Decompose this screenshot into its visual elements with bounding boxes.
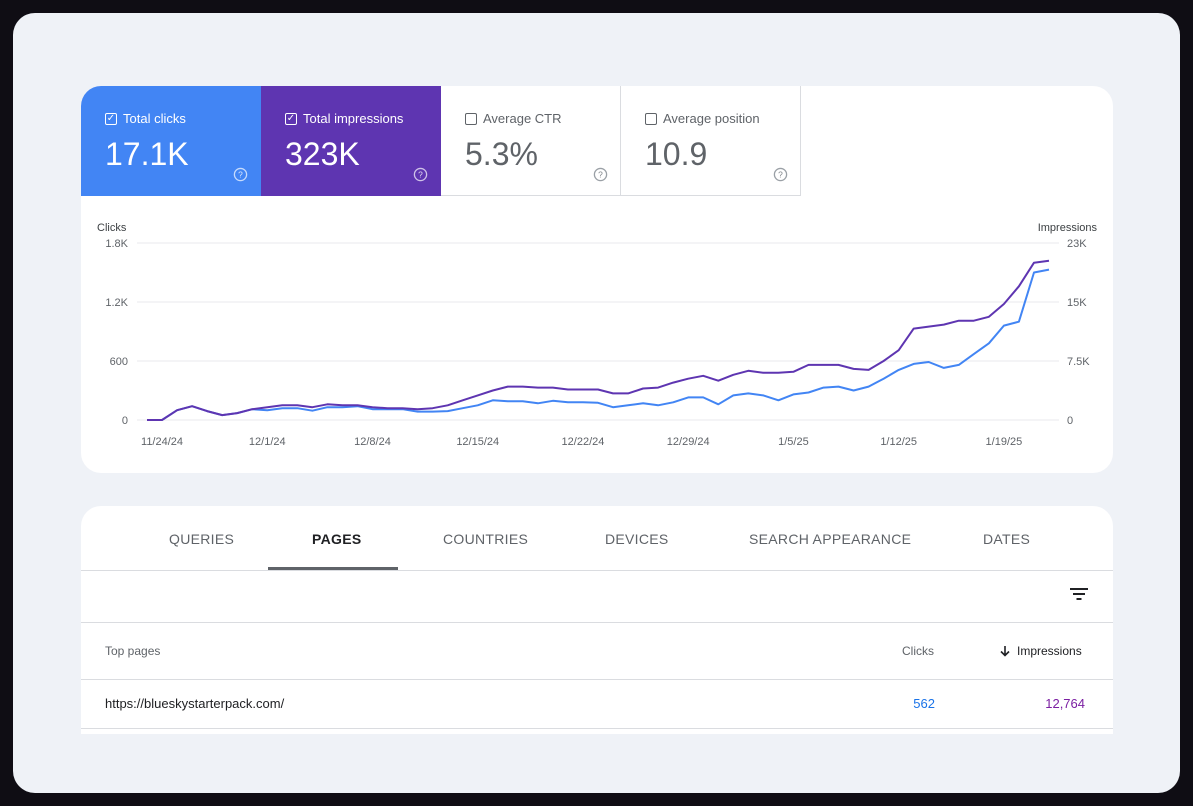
- divider: [81, 570, 1113, 571]
- performance-card: ✓ Total clicks 17.1K ? ✓ Total impressio…: [81, 86, 1113, 473]
- x-axis-tick: 12/29/24: [667, 436, 710, 448]
- arrow-down-icon: [1000, 646, 1010, 657]
- x-axis-tick: 12/22/24: [562, 436, 605, 448]
- help-circle-icon[interactable]: ?: [773, 167, 788, 182]
- divider: [81, 728, 1113, 729]
- divider: [81, 622, 1113, 623]
- checkbox-icon[interactable]: ✓: [105, 112, 117, 125]
- left-axis-title: Clicks: [97, 222, 127, 234]
- help-circle-icon[interactable]: ?: [593, 167, 608, 182]
- tab-queries[interactable]: QUERIES: [169, 531, 235, 547]
- x-axis-tick: 12/15/24: [456, 436, 499, 448]
- metric-value: 5.3%: [465, 136, 538, 172]
- left-axis-tick: 0: [122, 415, 128, 427]
- metric-label: Average position: [663, 111, 760, 126]
- checkbox-icon[interactable]: [645, 112, 657, 125]
- active-tab-indicator: [268, 567, 398, 570]
- tab-dates[interactable]: DATES: [983, 531, 1031, 547]
- x-axis-tick: 1/5/25: [778, 436, 809, 448]
- svg-text:?: ?: [418, 170, 423, 180]
- metric-label: Total clicks: [123, 111, 186, 126]
- right-axis-tick: 0: [1067, 415, 1073, 427]
- divider: [81, 679, 1113, 680]
- x-axis-tick: 1/19/25: [986, 436, 1023, 448]
- performance-line-chart: Clicks Impressions 1.8K 23K 1.2K 15K 600 7.5K 0 0…: [97, 222, 1098, 448]
- series-line-clicks: [147, 268, 1050, 421]
- tab-search-appearance[interactable]: SEARCH APPEARANCE: [749, 531, 912, 547]
- filter-icon[interactable]: [1069, 586, 1089, 602]
- checkbox-icon[interactable]: [465, 112, 477, 125]
- x-axis-tick: 12/1/24: [249, 436, 286, 448]
- right-axis-tick: 7.5K: [1067, 356, 1090, 368]
- table-row-impressions: 12,764: [1045, 696, 1085, 711]
- table-row-page-url[interactable]: https://blueskystarterpack.com/: [105, 696, 285, 711]
- right-axis-tick: 15K: [1067, 297, 1087, 309]
- right-axis-title: Impressions: [1038, 222, 1098, 234]
- table-row-clicks: 562: [913, 696, 935, 711]
- right-axis-tick: 23K: [1067, 238, 1087, 250]
- column-header-impressions[interactable]: Impressions: [999, 644, 1082, 658]
- x-axis-tick: 12/8/24: [354, 436, 391, 448]
- left-axis-tick: 1.8K: [105, 238, 128, 250]
- tab-countries[interactable]: COUNTRIES: [443, 531, 529, 547]
- metric-value: 17.1K: [105, 136, 189, 172]
- metric-average-ctr[interactable]: Average CTR 5.3% ?: [441, 86, 621, 196]
- metric-average-position[interactable]: Average position 10.9 ?: [621, 86, 801, 196]
- tab-pages[interactable]: PAGES: [312, 531, 362, 547]
- x-axis-tick: 1/12/25: [880, 436, 917, 448]
- checkbox-icon[interactable]: ✓: [285, 112, 297, 125]
- series-line-impressions: [147, 259, 1050, 421]
- help-circle-icon[interactable]: ?: [233, 167, 248, 182]
- metric-total-clicks[interactable]: ✓ Total clicks 17.1K ?: [81, 86, 261, 196]
- tab-devices[interactable]: DEVICES: [605, 531, 669, 547]
- left-axis-tick: 1.2K: [105, 297, 128, 309]
- metric-label: Average CTR: [483, 111, 562, 126]
- help-circle-icon[interactable]: ?: [413, 167, 428, 182]
- metric-total-impressions[interactable]: ✓ Total impressions 323K ?: [261, 86, 441, 196]
- column-header-top-pages: Top pages: [105, 644, 161, 658]
- report-table-card: QUERIES PAGES COUNTRIES DEVICES SEARCH A…: [81, 506, 1113, 734]
- svg-text:?: ?: [598, 170, 603, 180]
- column-header-clicks[interactable]: Clicks: [902, 644, 934, 658]
- x-axis-tick: 11/24/24: [141, 436, 183, 448]
- svg-text:?: ?: [778, 170, 783, 180]
- metric-value: 323K: [285, 136, 360, 172]
- svg-text:?: ?: [238, 170, 243, 180]
- left-axis-tick: 600: [110, 356, 128, 368]
- column-header-label: Impressions: [1017, 644, 1082, 658]
- metric-value: 10.9: [645, 136, 708, 172]
- metric-label: Total impressions: [303, 111, 404, 126]
